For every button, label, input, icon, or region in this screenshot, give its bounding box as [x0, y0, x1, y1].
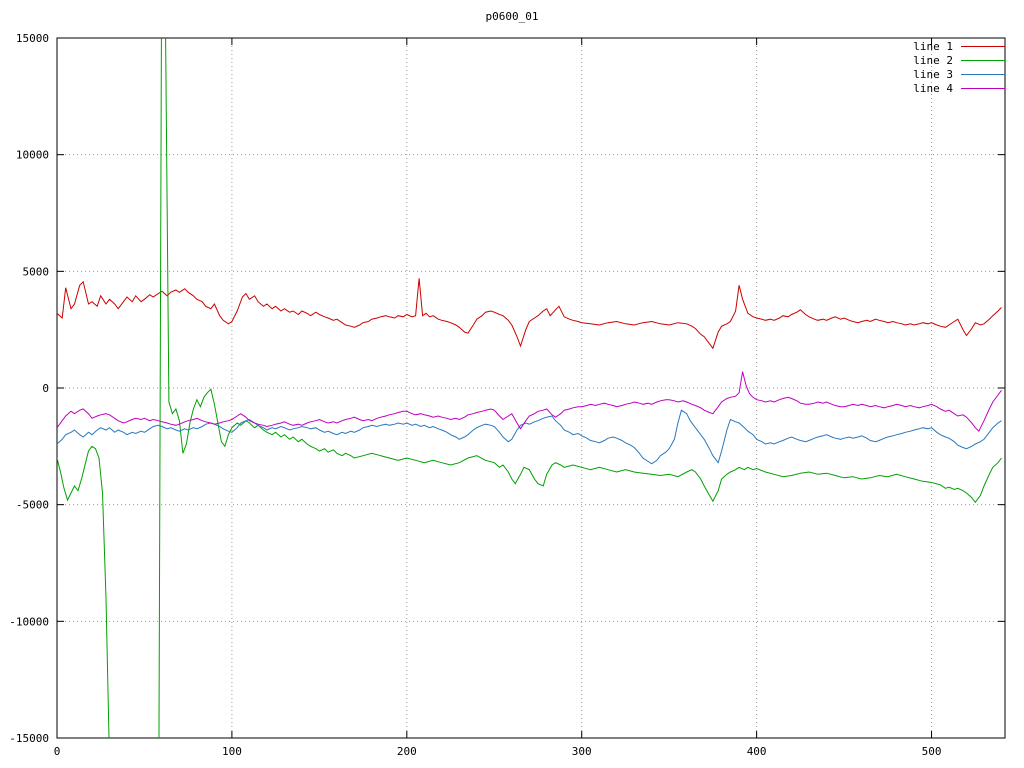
legend-label: line 1	[913, 39, 953, 53]
legend-item-line-3: line 3	[913, 67, 1005, 81]
tick-marks	[56, 37, 1005, 739]
legend-line-sample	[961, 45, 1005, 47]
series-line-3	[57, 409, 1002, 465]
svg-text:5000: 5000	[23, 265, 50, 278]
chart-title: p0600_01	[485, 10, 539, 23]
series-line-4	[57, 371, 1002, 433]
plot-border	[56, 37, 1006, 739]
svg-text:300: 300	[572, 745, 592, 758]
legend-label: line 2	[913, 53, 953, 67]
svg-text:-10000: -10000	[9, 615, 49, 628]
svg-text:15000: 15000	[16, 32, 49, 45]
series-line-2	[57, 38, 1002, 738]
svg-text:-15000: -15000	[9, 732, 49, 745]
legend-item-line-2: line 2	[913, 53, 1005, 67]
legend-line-sample	[961, 73, 1005, 75]
gridlines	[57, 38, 1005, 738]
legend-label: line 4	[913, 81, 953, 95]
series-lines	[57, 38, 1002, 738]
legend: line 1 line 2 line 3 line 4	[913, 39, 1005, 95]
legend-item-line-4: line 4	[913, 81, 1005, 95]
svg-text:100: 100	[222, 745, 242, 758]
svg-text:500: 500	[922, 745, 942, 758]
legend-item-line-1: line 1	[913, 39, 1005, 53]
series-line-1	[57, 278, 1002, 350]
legend-line-sample	[961, 59, 1005, 61]
svg-text:200: 200	[397, 745, 417, 758]
svg-text:0: 0	[42, 382, 49, 395]
svg-text:10000: 10000	[16, 149, 49, 162]
svg-text:0: 0	[54, 745, 61, 758]
svg-text:-5000: -5000	[16, 499, 49, 512]
svg-text:400: 400	[747, 745, 767, 758]
tick-labels: 0 100 200 300 400 500 -15000 -10000 -5000 0 5000 10…	[9, 32, 941, 758]
legend-label: line 3	[913, 67, 953, 81]
legend-line-sample	[961, 87, 1005, 89]
